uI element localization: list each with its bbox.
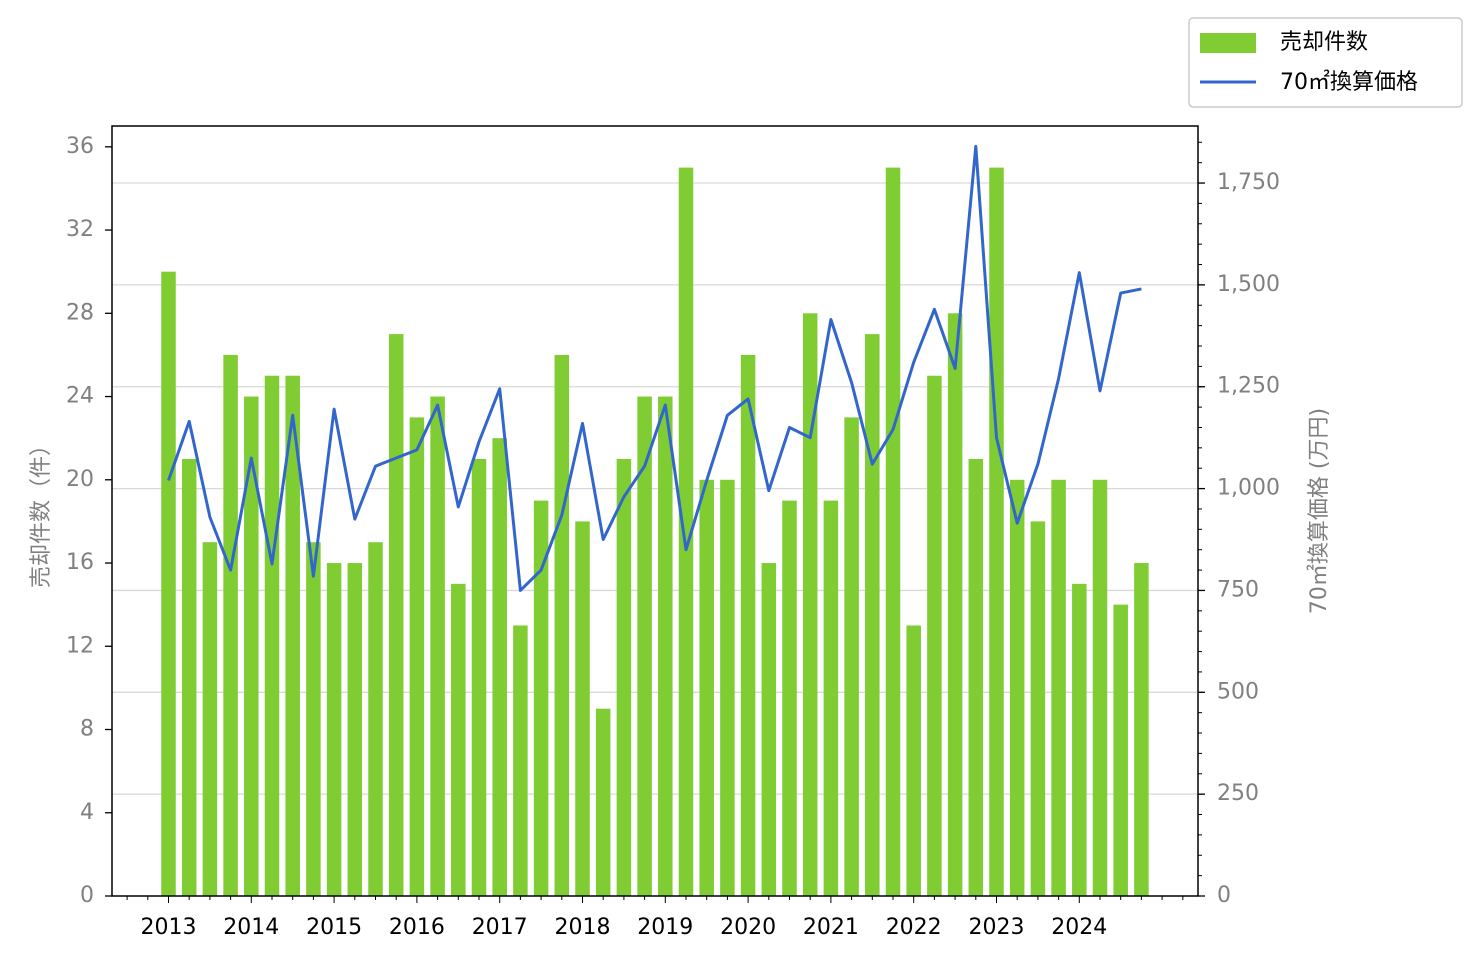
line-series xyxy=(167,144,1142,592)
right-tick-label: 500 xyxy=(1217,679,1259,704)
legend: 売却件数 70㎡換算価格 xyxy=(1188,17,1463,108)
right-tick-label: 250 xyxy=(1217,781,1259,806)
left-tick-label: 16 xyxy=(66,550,94,575)
right-tick-label: 1,500 xyxy=(1217,272,1280,297)
left-tick-label: 36 xyxy=(66,134,94,159)
left-axis: 0 4 8 12 16 20 24 28 32 36 xyxy=(66,134,112,908)
legend-bar-swatch xyxy=(1200,33,1256,53)
bar xyxy=(326,563,342,896)
plot-frame xyxy=(111,125,1199,897)
bar xyxy=(244,396,259,896)
x-tick-label: 2013 xyxy=(141,915,197,940)
x-tick-label: 2014 xyxy=(223,915,279,940)
x-tick-label: 2016 xyxy=(389,915,445,940)
left-tick-label: 12 xyxy=(66,633,94,658)
bar xyxy=(430,396,445,896)
bar xyxy=(968,458,984,896)
bar xyxy=(1030,521,1046,896)
bar xyxy=(802,313,818,896)
bar xyxy=(161,271,176,897)
bar xyxy=(699,479,714,896)
bar xyxy=(388,334,404,896)
bar xyxy=(202,542,218,896)
bar-series xyxy=(161,167,1149,897)
right-tick-label: 1,250 xyxy=(1217,374,1280,399)
bar xyxy=(823,500,839,896)
x-tick-label: 2022 xyxy=(886,915,942,940)
bar xyxy=(533,500,549,896)
bar xyxy=(927,375,942,896)
bar xyxy=(1134,563,1149,896)
x-tick-label: 2019 xyxy=(637,915,693,940)
bar xyxy=(740,354,756,896)
bar xyxy=(1092,479,1108,896)
left-tick-label: 4 xyxy=(80,800,94,825)
bar xyxy=(865,334,880,896)
bar xyxy=(1009,479,1025,896)
left-tick-label: 8 xyxy=(80,717,94,742)
bar xyxy=(782,500,797,896)
bar xyxy=(513,625,528,896)
x-tick-label: 2015 xyxy=(306,915,362,940)
bar xyxy=(368,542,383,896)
bar xyxy=(1072,583,1087,896)
bar xyxy=(906,625,921,896)
bar xyxy=(264,375,280,896)
legend-line-label: 70㎡換算価格 xyxy=(1280,69,1418,95)
bar xyxy=(285,375,300,896)
right-tick-label: 750 xyxy=(1217,577,1259,602)
bar xyxy=(471,458,487,896)
x-tick-label: 2021 xyxy=(803,915,859,940)
left-tick-label: 20 xyxy=(66,467,94,492)
x-axis: 2013 2014 2015 2016 2017 2018 2019 2020 2021 2022… xyxy=(126,896,1184,940)
right-axis: 0 250 500 750 1,000 1,250 1,500 1,750 xyxy=(1198,141,1280,908)
bar xyxy=(720,479,735,896)
left-tick-label: 24 xyxy=(66,384,94,409)
left-tick-label: 28 xyxy=(66,300,94,325)
bar xyxy=(616,458,632,896)
right-axis-title: 70㎡換算価格 (万円) xyxy=(1306,408,1332,614)
right-tick-label: 1,000 xyxy=(1217,476,1280,501)
right-tick-label: 1,750 xyxy=(1217,170,1280,195)
bar xyxy=(409,417,425,896)
bar xyxy=(181,458,197,896)
legend-bar-label: 売却件数 xyxy=(1280,30,1368,55)
right-tick-label: 0 xyxy=(1217,883,1231,908)
bar xyxy=(575,521,590,896)
bar xyxy=(347,563,363,896)
bar xyxy=(761,563,777,896)
bar xyxy=(451,583,466,896)
price-line xyxy=(167,144,1142,592)
bar xyxy=(947,313,963,896)
x-tick-label: 2018 xyxy=(555,915,611,940)
bar xyxy=(1113,604,1128,896)
left-axis-title: 売却件数（件） xyxy=(29,434,54,588)
legend-box xyxy=(1188,17,1463,108)
bar xyxy=(637,396,652,896)
bar xyxy=(844,417,859,896)
bar xyxy=(989,167,1004,896)
x-tick-label: 2023 xyxy=(969,915,1025,940)
bar xyxy=(885,167,901,896)
bar xyxy=(223,354,238,896)
bar xyxy=(1051,479,1066,896)
bar xyxy=(595,708,611,896)
left-tick-label: 32 xyxy=(66,217,94,242)
x-tick-label: 2024 xyxy=(1051,915,1107,940)
bar xyxy=(492,438,507,896)
x-tick-label: 2020 xyxy=(720,915,776,940)
bar xyxy=(554,354,570,896)
bar xyxy=(658,396,673,896)
x-tick-label: 2017 xyxy=(472,915,528,940)
bar xyxy=(678,167,694,896)
left-tick-label: 0 xyxy=(80,883,94,908)
bar xyxy=(306,542,321,896)
